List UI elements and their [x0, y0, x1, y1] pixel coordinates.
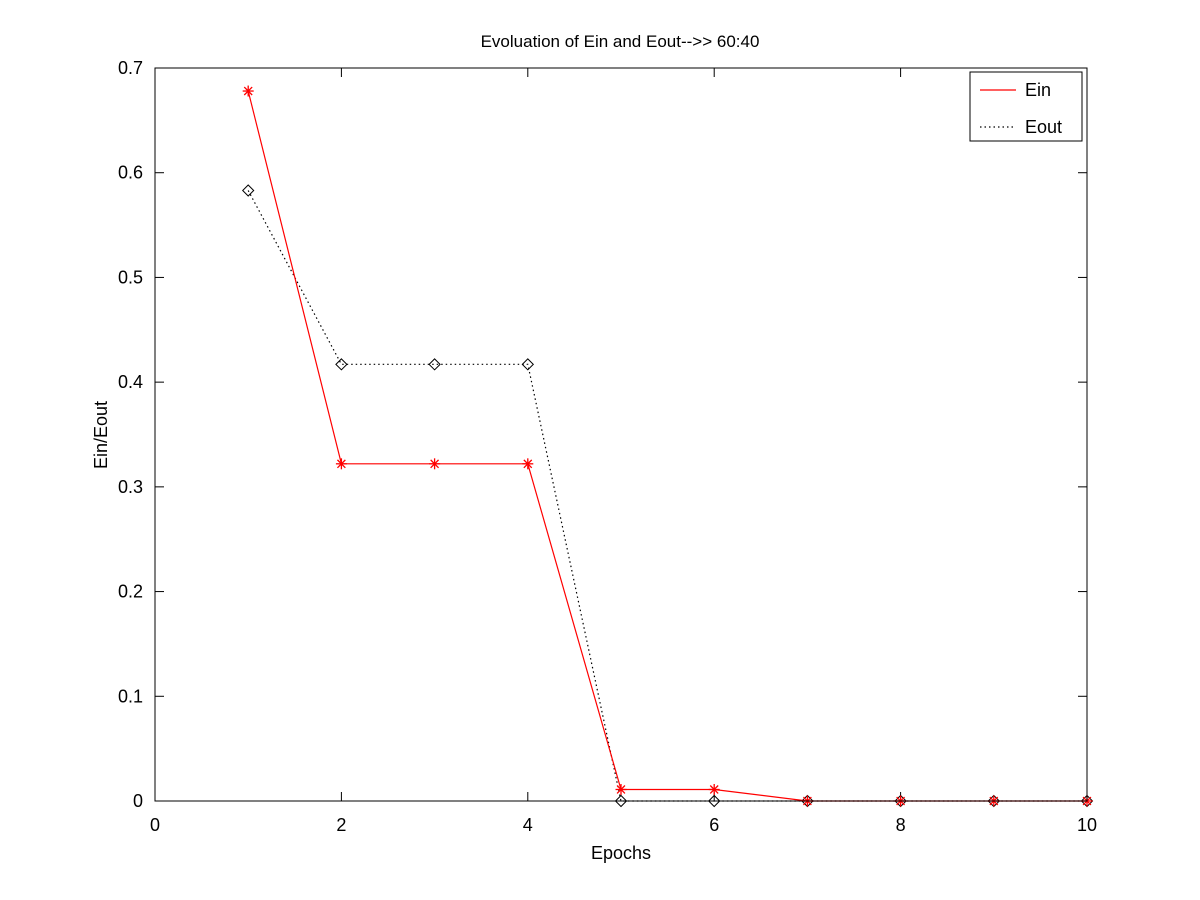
x-tick-label: 4 [523, 815, 533, 835]
data-point-eout [428, 358, 441, 371]
legend-label-ein: Ein [1025, 80, 1051, 100]
data-point-ein [708, 783, 720, 795]
data-point-ein [522, 458, 534, 470]
y-tick-label: 0.7 [118, 58, 143, 78]
x-tick-label: 2 [336, 815, 346, 835]
y-tick-label: 0.1 [118, 686, 143, 706]
chart-title: Evoluation of Ein and Eout-->> 60:40 [481, 32, 760, 51]
marker-stroke [709, 785, 719, 794]
data-point-ein [429, 458, 441, 470]
marker-stroke [243, 86, 253, 96]
data-point-eout [614, 794, 628, 808]
marker-stroke [523, 459, 533, 469]
marker-stroke [336, 459, 346, 469]
legend: Ein Eout [969, 71, 1083, 142]
data-point-eout [707, 794, 721, 808]
y-tick-label: 0.6 [118, 163, 143, 183]
y-tick-label: 0.4 [118, 372, 143, 392]
data-point-eout [335, 358, 348, 371]
x-tick-label: 6 [709, 815, 719, 835]
x-tick-label: 10 [1077, 815, 1097, 835]
x-tick-label: 0 [150, 815, 160, 835]
marker-stroke [616, 785, 626, 794]
plot-frame [154, 67, 1088, 802]
y-tick-label: 0 [133, 791, 143, 811]
x-tick-label: 8 [896, 815, 906, 835]
tick-layer: 0 2 4 6 8 10 0 0.1 0.2 0.3 0.4 0.5 0.6 0.7 [118, 58, 1097, 835]
series-line-eout [247, 190, 1087, 802]
data-point-ein [242, 85, 254, 97]
y-tick-label: 0.5 [118, 267, 143, 287]
y-tick-label: 0.2 [118, 582, 143, 602]
data-point-ein [335, 458, 347, 470]
y-axis-label: Ein/Eout [91, 401, 111, 469]
legend-label-eout: Eout [1025, 117, 1062, 137]
data-point-ein [615, 783, 627, 795]
marker-stroke [430, 459, 440, 469]
data-point-eout [521, 358, 535, 371]
legend-box [969, 71, 1083, 142]
x-axis-label: Epochs [591, 843, 651, 863]
data-point-eout [241, 184, 255, 197]
y-tick-label: 0.3 [118, 477, 143, 497]
